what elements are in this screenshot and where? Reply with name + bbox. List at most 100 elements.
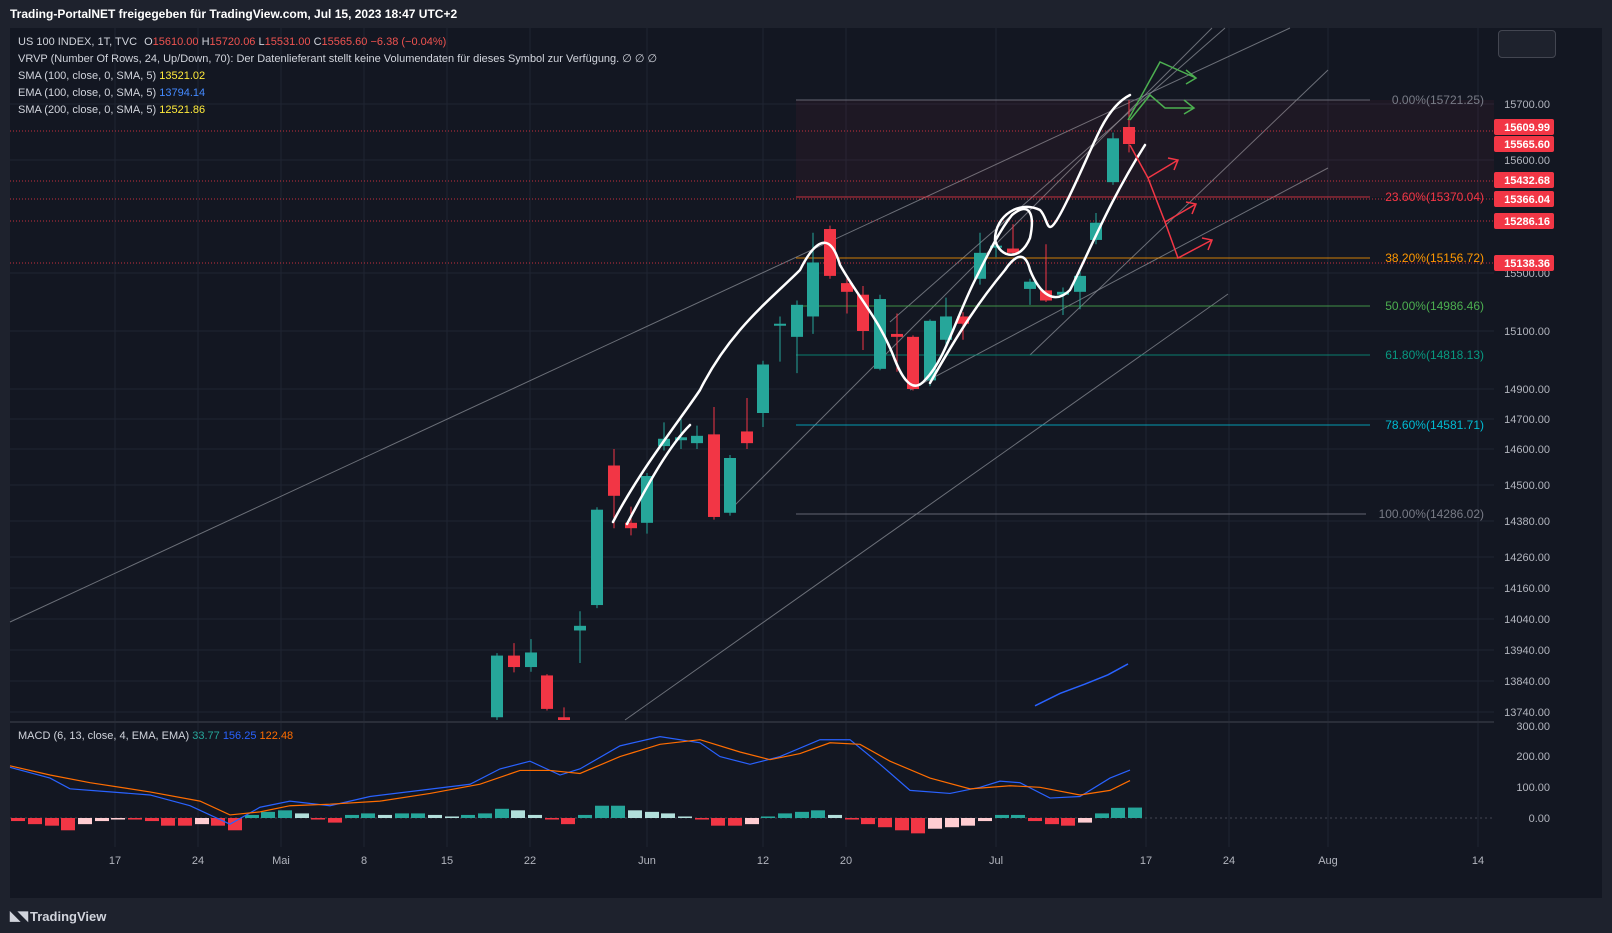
macd-hist-bar xyxy=(195,818,209,825)
candle-body xyxy=(574,625,586,631)
arrow-green-lower xyxy=(1129,93,1194,121)
arrow-head xyxy=(1201,237,1214,251)
price-axis-label: 13740.00 xyxy=(1504,707,1550,719)
price-tag-label: 15565.60 xyxy=(1504,139,1550,151)
macd-hist-bar xyxy=(278,810,292,818)
date-axis-label: 14 xyxy=(1472,855,1484,867)
price-axis-label: 15700.00 xyxy=(1504,99,1550,111)
macd-hist-bar xyxy=(145,818,159,822)
fib-label: 61.80%(14818.13) xyxy=(1385,348,1484,362)
candle-body xyxy=(841,283,853,292)
low-value: 15531.00 xyxy=(264,36,311,48)
settings-button[interactable] xyxy=(1498,30,1556,58)
arrow-drawings xyxy=(1127,61,1214,260)
freehand-drawing xyxy=(611,93,1147,526)
freehand-lower xyxy=(625,143,1147,526)
macd-hist-bar xyxy=(411,813,425,818)
macd-hist-bar xyxy=(561,818,575,825)
price-tag-label: 15366.04 xyxy=(1504,194,1551,206)
symbol-label[interactable]: US 100 INDEX, 1T, TVC xyxy=(18,36,138,48)
main-legend: US 100 INDEX, 1T, TVC O15610.00 H15720.0… xyxy=(18,34,657,119)
macd-hist-bar xyxy=(361,813,375,818)
fib-label: 100.00%(14286.02) xyxy=(1379,507,1484,521)
sma200-label: SMA (200, close, 0, SMA, 5) xyxy=(18,104,157,116)
ema100-value: 13794.14 xyxy=(159,87,206,99)
macd-hist-bar xyxy=(861,818,875,825)
price-tag-label: 15609.99 xyxy=(1504,122,1550,134)
macd-legend[interactable]: MACD (6, 13, close, 4, EMA, EMA) 33.77 1… xyxy=(18,730,293,742)
price-tag xyxy=(1494,255,1554,271)
macd-hist-bar xyxy=(678,816,692,818)
price-axis-label: 13640.00 xyxy=(1504,0,1550,3)
macd-hist-bar xyxy=(45,818,59,826)
macd-axis-label: 100.00 xyxy=(1516,782,1550,794)
macd-hist-bar xyxy=(595,805,609,818)
high-value: 15720.06 xyxy=(209,36,256,48)
fib-label: 23.60%(15370.04) xyxy=(1385,190,1484,204)
macd-hist-bar xyxy=(428,814,442,818)
sma200-value: 12521.86 xyxy=(159,104,206,116)
macd-pane xyxy=(9,736,1494,834)
grid-lines xyxy=(10,28,1494,847)
date-axis-label: Jul xyxy=(989,855,1003,867)
legend-sma100[interactable]: SMA (100, close, 0, SMA, 5) 13521.02 xyxy=(18,68,657,85)
macd-hist-bar xyxy=(945,818,959,828)
price-tag xyxy=(1494,136,1554,152)
macd-hist-bar xyxy=(478,813,492,818)
date-axis-label: 12 xyxy=(757,855,769,867)
open-label: O xyxy=(144,36,153,48)
candle-body xyxy=(974,252,986,279)
price-tag-label: 15432.68 xyxy=(1504,175,1550,187)
date-axis-label: 20 xyxy=(840,855,852,867)
price-tag xyxy=(1494,191,1554,207)
arrow-head xyxy=(1185,201,1198,215)
candle-body xyxy=(807,262,819,317)
price-axis-label: 13840.00 xyxy=(1504,676,1550,688)
macd-hist-value: 33.77 xyxy=(192,730,220,742)
legend-sma200[interactable]: SMA (200, close, 0, SMA, 5) 12521.86 xyxy=(18,102,657,119)
macd-signal-value: 122.48 xyxy=(259,730,294,742)
fib-label: 50.00%(14986.46) xyxy=(1385,299,1484,313)
candle-body xyxy=(541,675,553,709)
fib-label: 38.20%(15156.72) xyxy=(1385,251,1484,265)
price-tag-label: 15286.16 xyxy=(1504,216,1550,228)
macd-line xyxy=(9,736,1131,825)
candle-body xyxy=(724,458,736,513)
macd-hist-bar xyxy=(828,814,842,818)
candle-body xyxy=(1123,127,1135,144)
fib-label: 78.60%(14581.71) xyxy=(1385,418,1484,432)
macd-hist-bar xyxy=(1045,818,1059,825)
legend-vrvp[interactable]: VRVP (Number Of Rows, 24, Up/Down, 70): … xyxy=(18,53,658,65)
macd-hist-bar xyxy=(228,818,242,831)
close-label: C xyxy=(313,36,322,48)
macd-hist-bar xyxy=(695,818,709,820)
date-axis-label: Jun xyxy=(638,855,656,867)
candle-body xyxy=(591,509,603,606)
candle-body xyxy=(940,316,952,340)
price-labels: 15609.99 15565.60 15432.68 15366.04 15286.16… xyxy=(1494,119,1554,271)
macd-hist-bar xyxy=(1128,807,1142,818)
candle-body xyxy=(708,434,720,517)
arrow-head xyxy=(1183,99,1196,115)
candle-body xyxy=(791,304,803,337)
macd-hist-bar xyxy=(445,816,459,818)
macd-hist-bar xyxy=(745,818,759,825)
date-axis-label: 15 xyxy=(441,855,453,867)
change-value: −6.38 (−0.04%) xyxy=(370,36,447,48)
macd-hist-bar xyxy=(261,811,275,818)
date-axis-label: Aug xyxy=(1318,855,1338,867)
chart-area[interactable] xyxy=(10,28,1602,898)
macd-line-value: 156.25 xyxy=(222,730,257,742)
brand-label: TradingView xyxy=(30,908,107,924)
close-value: 15565.60 xyxy=(321,36,368,48)
fib-label: 0.00%(15721.25) xyxy=(1392,93,1484,107)
price-axis-label: 15100.00 xyxy=(1504,326,1550,338)
candle-body xyxy=(874,299,886,369)
trend-line xyxy=(889,27,1226,323)
macd-hist-bar xyxy=(961,818,975,826)
tradingview-logo[interactable]: ◣◥ TradingView xyxy=(10,908,106,924)
candle-body xyxy=(675,437,687,441)
legend-ema100[interactable]: EMA (100, close, 0, SMA, 5) 13794.14 xyxy=(18,85,657,102)
price-axis-label: 14900.00 xyxy=(1504,384,1550,396)
